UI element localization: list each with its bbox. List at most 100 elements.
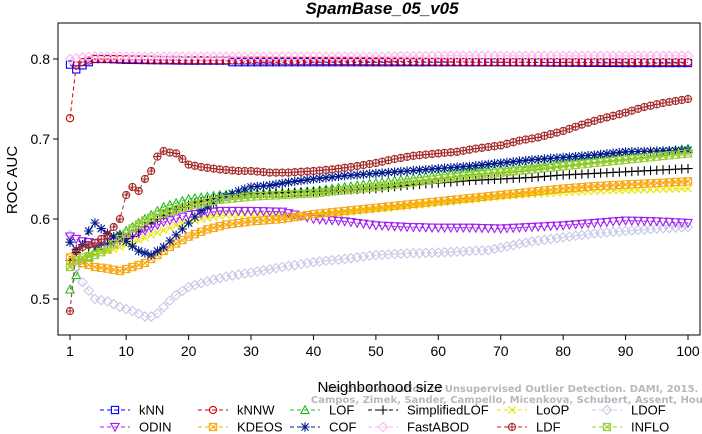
point-inflo-k23-shape <box>203 198 212 207</box>
point-kdeos-k81-shape <box>565 183 574 193</box>
point-knnw-k46-shape <box>346 57 356 66</box>
point-loop-k14 <box>147 231 156 239</box>
point-kdeos-k41-shape <box>315 209 324 218</box>
point-odin-k79-shape <box>551 221 563 232</box>
point-ldf-k9 <box>115 214 125 224</box>
legend-marker-knn-shape <box>110 405 120 415</box>
point-inflo-k46-shape <box>346 185 356 194</box>
point-cof-k75-shape <box>527 155 537 165</box>
legend-label-fastabod: FastABOD <box>407 420 469 434</box>
point-ldf-k2 <box>72 246 81 256</box>
point-kdeos-k47-shape <box>353 205 362 214</box>
point-kdeos-k24-shape <box>209 223 218 232</box>
point-kdeos-k42-shape <box>321 208 331 218</box>
point-cof-k69 <box>489 159 500 169</box>
point-cof-k13-shape <box>140 248 150 258</box>
point-knnw-k95-shape <box>652 58 661 67</box>
point-knnw-k81-shape <box>565 58 574 67</box>
point-knnw-k72-shape <box>509 58 518 67</box>
point-inflo-k1-shape <box>65 262 75 272</box>
point-ldf-k95 <box>652 100 661 109</box>
point-odin-k16 <box>158 218 169 228</box>
point-inflo-k70-shape <box>496 168 505 177</box>
point-odin-k99 <box>676 218 687 229</box>
point-loop-k16 <box>159 226 168 235</box>
point-kdeos-k78-shape <box>546 185 555 195</box>
point-ldof-k36-shape <box>283 260 294 272</box>
point-cof-k84-shape <box>583 150 593 161</box>
point-odin-k77-shape <box>539 222 550 232</box>
point-kdeos-k74-shape <box>521 188 530 197</box>
point-odin-k87-shape <box>601 217 612 228</box>
point-odin-k62-shape <box>445 223 456 234</box>
point-cof-k45 <box>340 171 350 181</box>
point-ldf-k79 <box>552 128 562 137</box>
point-knnw-k79 <box>552 58 562 67</box>
point-knnw-k21-shape <box>190 55 199 65</box>
point-odin-k57-shape <box>414 223 425 233</box>
point-cof-k55-shape <box>402 166 412 176</box>
point-odin-k63-shape <box>451 223 463 234</box>
series-fastabod <box>64 50 694 65</box>
point-knnw-k33 <box>265 56 274 65</box>
point-odin-k90 <box>620 216 631 226</box>
point-kdeos-k31-shape <box>253 216 262 226</box>
point-knnw-k72 <box>509 58 518 67</box>
point-knnw-k88 <box>608 58 618 67</box>
point-cof-k26-shape <box>221 191 231 201</box>
point-knnw-k88-shape <box>608 58 618 67</box>
point-odin-k52-shape <box>383 221 394 232</box>
point-inflo-k48-shape <box>359 184 368 193</box>
point-knnw-k82 <box>571 58 580 67</box>
point-kdeos-k98-shape <box>671 177 680 187</box>
legend-label-loop: LoOP <box>536 403 569 418</box>
point-knnw-k68-shape <box>484 57 493 67</box>
point-kdeos-k30-shape <box>246 217 256 226</box>
point-ldof-k38 <box>295 258 307 270</box>
point-ldof-k35-shape <box>276 261 288 273</box>
point-inflo-k56-shape <box>409 178 418 187</box>
point-ldf-k10 <box>122 190 131 200</box>
point-loop-k12 <box>134 236 143 245</box>
point-kdeos-k93-shape <box>640 179 649 188</box>
point-odin-k12 <box>133 229 144 239</box>
point-knnw-k78-shape <box>546 58 555 67</box>
point-inflo-k32-shape <box>259 191 268 201</box>
point-ldf-k1-cross <box>66 307 74 315</box>
point-kdeos-k85-shape <box>590 182 599 191</box>
point-odin-k20-shape <box>183 210 194 221</box>
point-odin-k56 <box>408 223 419 233</box>
point-odin-k34-shape <box>270 207 282 218</box>
point-cof-k37 <box>290 176 300 186</box>
point-knnw-k54-shape <box>396 57 405 66</box>
point-cof-k37-shape <box>290 176 300 186</box>
point-cof-k75 <box>527 155 537 165</box>
point-cof-k93-shape <box>639 146 649 156</box>
point-ldof-k15-shape <box>152 308 163 319</box>
point-kdeos-k100-cross <box>684 177 692 186</box>
point-cof-k16-shape <box>159 242 169 252</box>
point-cof-k97-shape <box>664 146 674 156</box>
point-ldof-k26-shape <box>220 271 232 282</box>
point-loop-k23 <box>203 214 212 222</box>
point-ldf-k86-cross <box>597 115 605 123</box>
point-knnw-k70-shape <box>496 58 505 67</box>
point-odin-k80 <box>558 221 569 231</box>
point-ldof-k30-shape <box>245 267 257 278</box>
point-odin-k55-shape <box>401 222 413 233</box>
point-kdeos-k48-shape <box>359 204 368 214</box>
point-ldof-k71-shape <box>501 241 513 252</box>
point-ldof-k31 <box>251 266 263 277</box>
point-cof-k61-shape <box>439 163 450 173</box>
point-ldof-k5-shape <box>89 293 101 305</box>
point-loop-k13 <box>140 233 149 242</box>
point-cof-k57 <box>414 165 425 175</box>
point-kdeos-k54-shape <box>396 201 405 210</box>
point-odin-k17-shape <box>164 216 175 226</box>
point-odin-k99-shape <box>676 218 687 229</box>
point-odin-k61 <box>439 223 450 234</box>
point-inflo-k82-shape <box>571 160 580 170</box>
point-knnw-k75-shape <box>527 58 537 67</box>
legend-label-ldf: LDF <box>536 420 561 434</box>
point-ldf-k13 <box>140 174 150 184</box>
